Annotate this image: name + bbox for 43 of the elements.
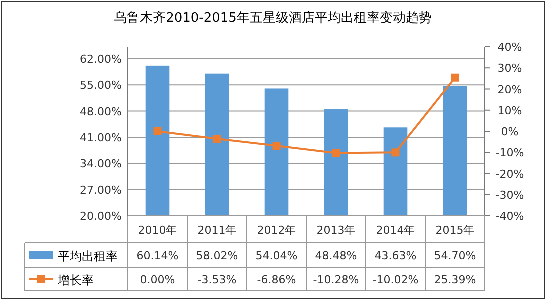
- data-label: 54.70%: [434, 250, 476, 262]
- y2-tick-label: 30%: [498, 62, 522, 76]
- y-tick-label: 20.00%: [80, 210, 122, 223]
- y2-tick-label: 0%: [501, 126, 519, 138]
- legend-label: 平均出租率: [58, 250, 118, 264]
- data-label: -3.53%: [198, 274, 237, 286]
- point: [272, 142, 281, 150]
- y-tick-label: 62.00%: [80, 52, 122, 66]
- data-label: 60.14%: [136, 250, 179, 262]
- point: [213, 134, 222, 143]
- x-tick-label: 2014年: [376, 224, 416, 237]
- y2-tick-label: -20%: [496, 168, 524, 181]
- point: [451, 74, 460, 82]
- point: [332, 149, 340, 158]
- y-tick-label: 34.00%: [80, 158, 122, 171]
- title: 乌鲁木齐2010-2015年五星级酒店平均出租率变动趋势: [114, 11, 432, 26]
- y-tick-label: 55.00%: [80, 79, 122, 92]
- x-tick-label: 2012年: [257, 224, 296, 237]
- y2-tick-label: 10%: [498, 104, 522, 118]
- data-label: -6.86%: [257, 274, 296, 286]
- x-tick-label: 2013年: [316, 224, 356, 237]
- data-label: 0.00%: [140, 274, 176, 286]
- y2-tick-label: -40%: [496, 210, 524, 223]
- x-tick-label: 2015年: [436, 224, 475, 237]
- legend-label: 增长率: [57, 274, 94, 288]
- data-label: 43.63%: [374, 250, 417, 262]
- x-tick-label: 2010年: [138, 224, 178, 237]
- x-tick-label: 2011年: [198, 224, 237, 237]
- y-tick-label: 27.00%: [80, 184, 122, 197]
- y2-tick-label: -30%: [496, 188, 524, 202]
- y-tick-label: 41.00%: [80, 131, 122, 144]
- y-tick-label: 48.00%: [80, 105, 122, 118]
- data-label: 54.04%: [256, 250, 298, 262]
- data-label: 48.48%: [315, 250, 358, 262]
- y2-tick-label: 40%: [498, 41, 522, 54]
- data-label: 58.02%: [196, 250, 238, 262]
- point: [154, 128, 162, 136]
- y2-tick-label: 20%: [498, 83, 522, 96]
- data-label: 25.39%: [434, 274, 476, 286]
- y2-tick-label: -10%: [496, 146, 524, 160]
- point: [392, 148, 400, 157]
- data-label: -10.28%: [313, 274, 360, 286]
- data-label: -10.02%: [372, 274, 419, 286]
